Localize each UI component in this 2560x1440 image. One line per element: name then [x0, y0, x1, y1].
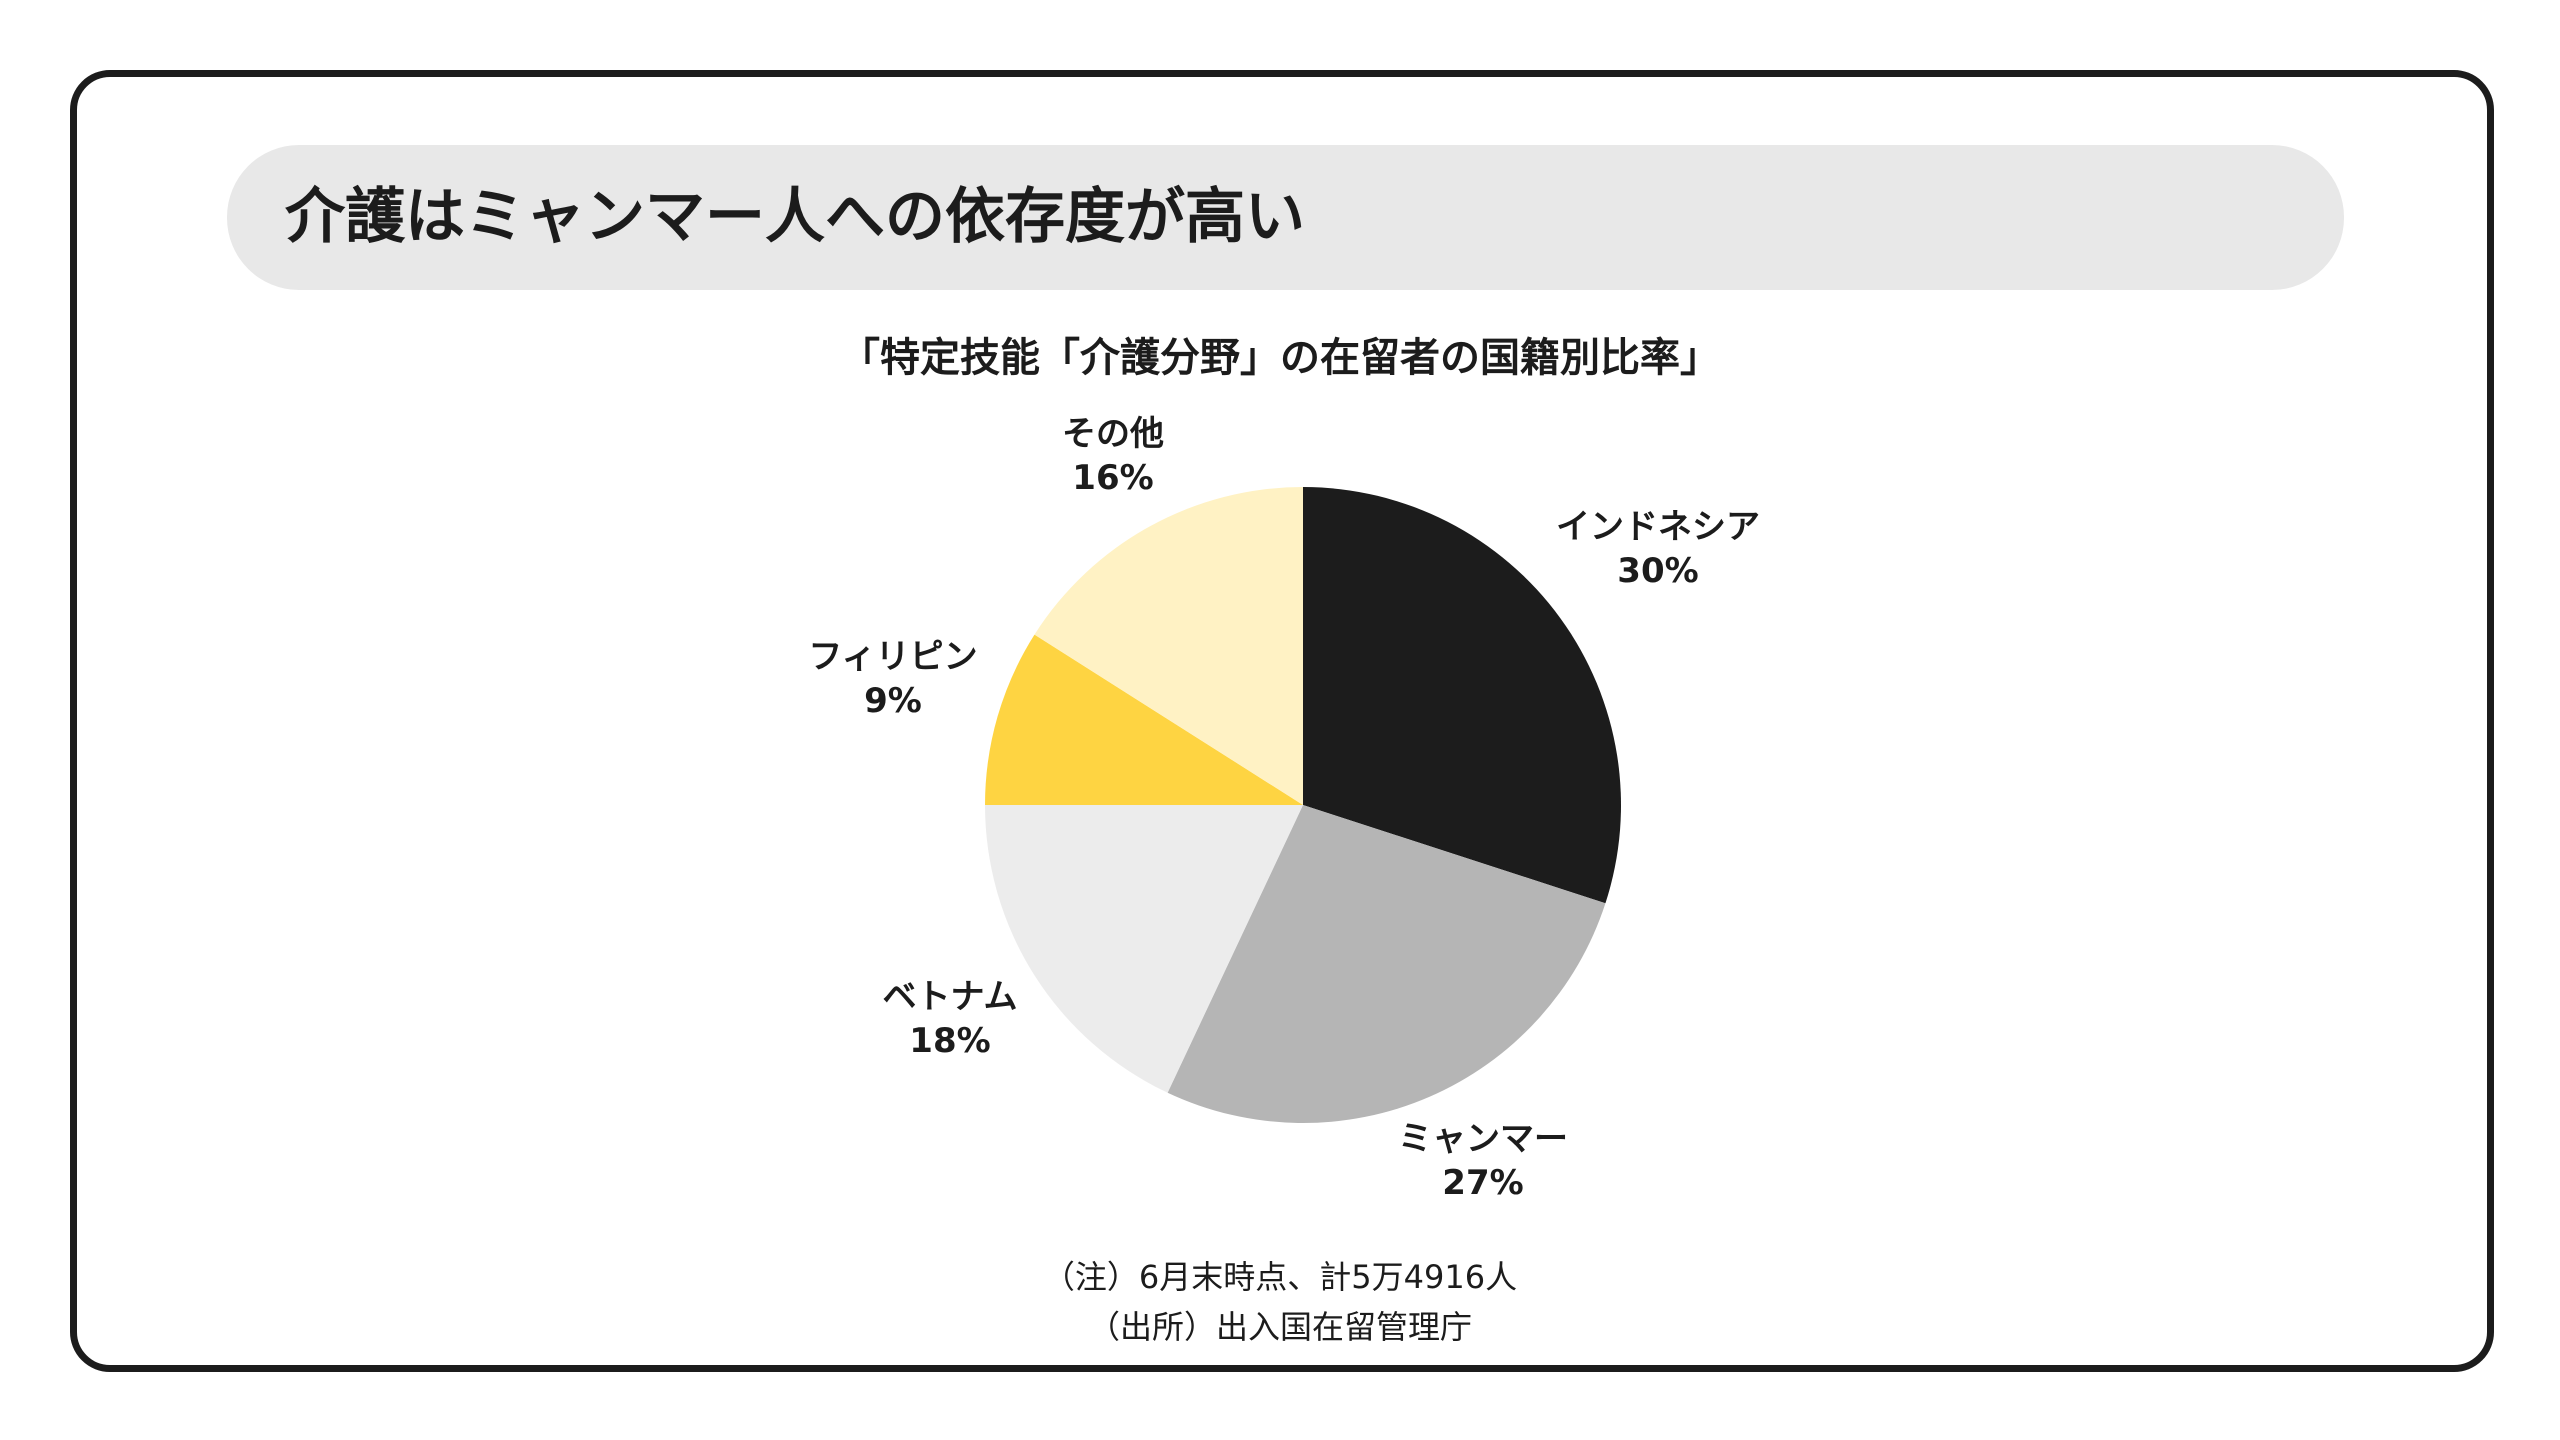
slice-name-philippines: フィリピン: [808, 637, 977, 677]
slice-value-indonesia: 30%: [1617, 551, 1698, 591]
slice-name-vietnam: ベトナム: [883, 977, 1018, 1017]
note-text: （注）6月末時点、計5万4916人: [1042, 1258, 1518, 1296]
slice-name-indonesia: インドネシア: [1556, 507, 1760, 547]
slice-value-other: 16%: [1072, 458, 1153, 498]
pie-slice-myanmar: [1167, 805, 1606, 1123]
chart-title: 「特定技能「介護分野」の在留者の国籍別比率」: [840, 335, 1720, 381]
pie-slice-indonesia: [1303, 487, 1621, 904]
pie-slice-philippines: [985, 634, 1303, 805]
pie-slice-vietnam: [984, 805, 1303, 1093]
slice-name-myanmar: ミャンマー: [1398, 1119, 1568, 1159]
headline: 介護はミャンマー人への依存度が高い: [285, 182, 1305, 252]
slice-value-philippines: 9%: [864, 681, 922, 721]
slice-name-other: その他: [1062, 414, 1164, 454]
headline-bar: [227, 145, 2344, 290]
pie-slice-other: [1034, 487, 1303, 805]
slice-value-vietnam: 18%: [909, 1021, 990, 1061]
source-text: （出所）出入国在留管理庁: [1087, 1308, 1472, 1346]
slice-value-myanmar: 27%: [1442, 1163, 1523, 1203]
